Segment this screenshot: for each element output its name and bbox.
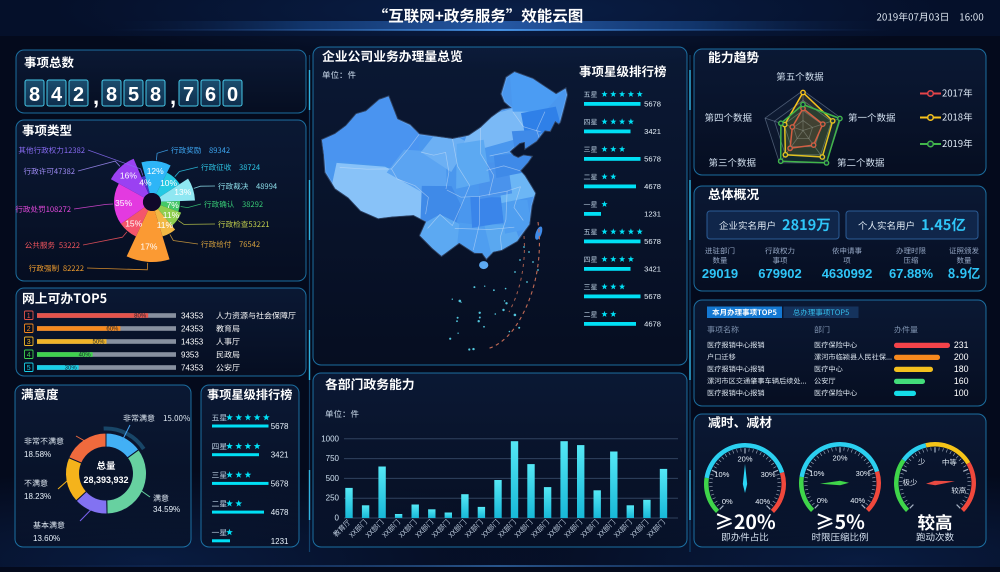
svg-text:5678: 5678 [271,422,289,431]
svg-text:18.58%: 18.58% [24,450,51,459]
svg-text:3421: 3421 [644,127,661,136]
svg-text:67.88%: 67.88% [889,266,934,281]
svg-text:11%: 11% [157,220,174,230]
svg-text:679902: 679902 [758,266,801,281]
svg-text:13.60%: 13.60% [33,534,60,543]
svg-text:34.59%: 34.59% [153,505,180,514]
svg-text:24353: 24353 [181,325,204,334]
svg-text:7%: 7% [167,200,180,210]
svg-text:34353: 34353 [181,312,204,321]
svg-text:15%: 15% [125,218,142,228]
svg-text:1: 1 [27,313,31,320]
svg-text:5678: 5678 [644,237,661,246]
svg-text:50%: 50% [92,340,105,346]
svg-text:3421: 3421 [271,451,289,460]
svg-text:,: , [93,84,99,109]
svg-text:4: 4 [27,352,31,359]
svg-text:0: 0 [335,514,340,523]
svg-text:40%: 40% [755,497,770,506]
svg-text:74353: 74353 [181,364,204,373]
svg-text:231: 231 [954,340,969,350]
svg-text:5678: 5678 [644,292,661,301]
svg-text:80%: 80% [134,314,147,320]
svg-text:20%: 20% [737,455,752,464]
svg-text:20%: 20% [832,454,847,463]
svg-text:17%: 17% [140,241,157,251]
svg-text:60%: 60% [106,327,119,333]
svg-text:4630992: 4630992 [822,266,873,281]
svg-text:1231: 1231 [271,537,289,546]
svg-text:1000: 1000 [321,434,339,443]
svg-text:500: 500 [326,474,340,483]
svg-text:5: 5 [27,365,31,372]
svg-text:100: 100 [954,388,969,398]
svg-text:35%: 35% [115,198,132,208]
svg-text:180: 180 [954,364,969,374]
svg-text:3421: 3421 [644,265,661,274]
svg-text:14353: 14353 [181,338,204,347]
svg-text:8: 8 [150,84,161,106]
svg-text:4: 4 [51,84,63,106]
svg-text:30%: 30% [65,366,78,372]
svg-text:4678: 4678 [271,508,289,517]
svg-text:750: 750 [326,454,340,463]
svg-text:13%: 13% [174,187,191,197]
svg-text:7: 7 [183,84,194,106]
svg-text:5: 5 [128,84,139,106]
svg-text:30%: 30% [856,469,871,478]
svg-text:5678: 5678 [644,155,661,164]
svg-text:160: 160 [954,376,969,386]
svg-text:3: 3 [27,339,31,346]
svg-text:10%: 10% [714,470,729,479]
svg-text:8: 8 [29,84,40,106]
svg-text:18.23%: 18.23% [24,492,51,501]
svg-text:0%: 0% [722,497,733,506]
svg-text:8: 8 [106,84,117,106]
svg-text:,: , [170,84,176,109]
svg-text:40%: 40% [79,353,92,359]
svg-text:0%: 0% [817,496,828,505]
svg-text:11%: 11% [163,210,180,220]
svg-text:10%: 10% [809,469,824,478]
svg-text:9353: 9353 [181,351,199,360]
svg-text:2: 2 [73,84,84,106]
svg-text:1231: 1231 [644,210,661,219]
svg-text:0: 0 [227,84,238,106]
svg-text:4%: 4% [139,177,152,187]
svg-text:28,393,932: 28,393,932 [83,475,128,485]
svg-text:2: 2 [27,326,31,333]
svg-text:30%: 30% [761,470,776,479]
svg-text:6: 6 [205,84,216,106]
svg-text:250: 250 [326,494,340,503]
svg-text:40%: 40% [850,496,865,505]
svg-text:29019: 29019 [702,266,738,281]
svg-text:5678: 5678 [644,100,661,109]
svg-text:5678: 5678 [271,479,289,488]
svg-text:4678: 4678 [644,182,661,191]
svg-text:12%: 12% [147,166,164,176]
svg-text:200: 200 [954,352,969,362]
svg-text:4678: 4678 [644,320,661,329]
svg-text:16%: 16% [120,170,137,180]
